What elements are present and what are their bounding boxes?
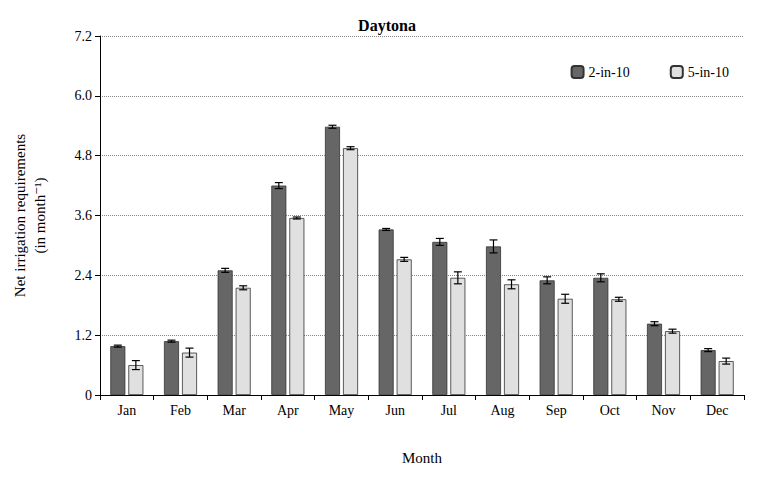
svg-text:Apr: Apr bbox=[277, 403, 299, 418]
svg-text:Mar: Mar bbox=[223, 403, 247, 418]
svg-text:6.0: 6.0 bbox=[75, 88, 93, 103]
svg-text:Oct: Oct bbox=[600, 403, 620, 418]
svg-text:Feb: Feb bbox=[170, 403, 191, 418]
svg-text:4.8: 4.8 bbox=[75, 148, 93, 163]
svg-text:Net irrigation requirements: Net irrigation requirements bbox=[12, 134, 28, 297]
svg-text:Jun: Jun bbox=[385, 403, 404, 418]
svg-text:Jan: Jan bbox=[117, 403, 136, 418]
svg-text:2-in-10: 2-in-10 bbox=[589, 65, 630, 80]
svg-text:Month: Month bbox=[402, 450, 443, 466]
svg-text:2.4: 2.4 bbox=[75, 268, 93, 283]
svg-text:May: May bbox=[329, 403, 355, 418]
svg-text:7.2: 7.2 bbox=[75, 29, 93, 44]
svg-text:0: 0 bbox=[85, 388, 92, 403]
svg-text:Daytona: Daytona bbox=[358, 17, 416, 35]
svg-text:3.6: 3.6 bbox=[75, 208, 93, 223]
svg-text:Sep: Sep bbox=[546, 403, 567, 418]
svg-text:(in month⁻¹): (in month⁻¹) bbox=[32, 177, 49, 253]
svg-text:Jul: Jul bbox=[441, 403, 457, 418]
svg-text:5-in-10: 5-in-10 bbox=[688, 65, 729, 80]
svg-text:1.2: 1.2 bbox=[75, 328, 93, 343]
svg-text:Dec: Dec bbox=[706, 403, 729, 418]
svg-text:Nov: Nov bbox=[651, 403, 675, 418]
svg-text:Aug: Aug bbox=[490, 403, 514, 418]
